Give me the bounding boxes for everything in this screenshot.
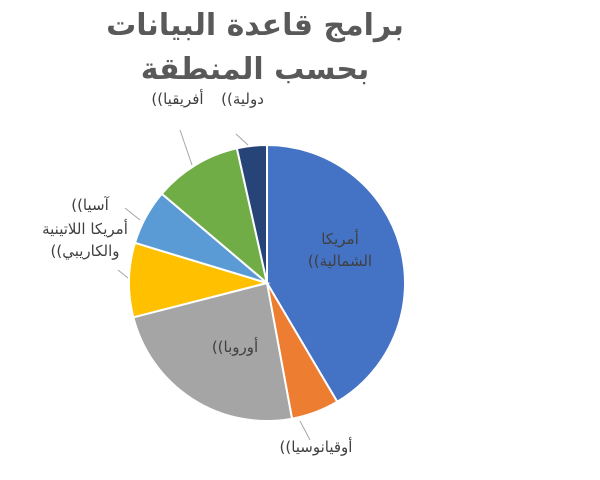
slice-label: أمريكا اللاتينية والكاريبي))	[42, 220, 128, 260]
slice-label: أوروبا))	[211, 338, 259, 356]
leader-line	[124, 207, 141, 221]
pie-slice	[266, 143, 406, 404]
pie-slice	[132, 281, 294, 422]
chart-title: برامج قاعدة البيانات بحسب المنطقة	[106, 8, 404, 87]
pie-slice	[160, 147, 269, 286]
slice-label: آسيا))	[71, 196, 109, 214]
slice-label: أمريكا الشمالية))	[307, 230, 373, 270]
leader-line	[299, 420, 311, 441]
pie-slice	[235, 143, 268, 284]
slice-label: أوقيانوسيا))	[279, 438, 353, 456]
leader-line	[117, 269, 129, 279]
leader-line	[235, 133, 249, 146]
leader-line	[179, 129, 193, 166]
slice-label: أفريقيا))	[151, 90, 204, 108]
slice-label: دولية))	[221, 90, 264, 108]
